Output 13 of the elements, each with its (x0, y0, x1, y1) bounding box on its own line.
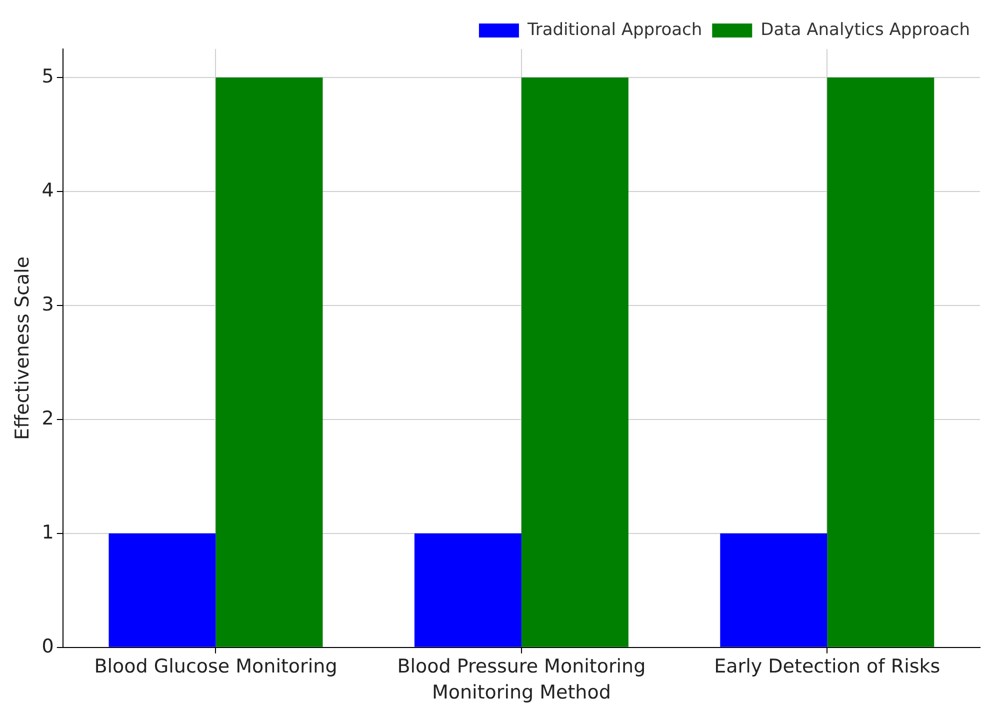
legend-label: Traditional Approach (526, 20, 702, 40)
legend-label: Data Analytics Approach (760, 20, 970, 40)
y-axis-title: Effectiveness Scale (11, 256, 34, 440)
x-tick-label: Blood Pressure Monitoring (397, 656, 646, 678)
y-tick-label: 5 (42, 65, 54, 88)
y-tick-label: 3 (42, 293, 54, 316)
y-tick-label: 2 (42, 407, 54, 430)
x-axis-title: Monitoring Method (432, 682, 611, 704)
y-tick-label: 0 (42, 635, 54, 658)
y-tick-label: 4 (42, 179, 54, 202)
x-tick-label: Blood Glucose Monitoring (94, 656, 338, 678)
x-tick-label: Early Detection of Risks (714, 656, 940, 678)
y-tick-label: 1 (42, 521, 54, 544)
